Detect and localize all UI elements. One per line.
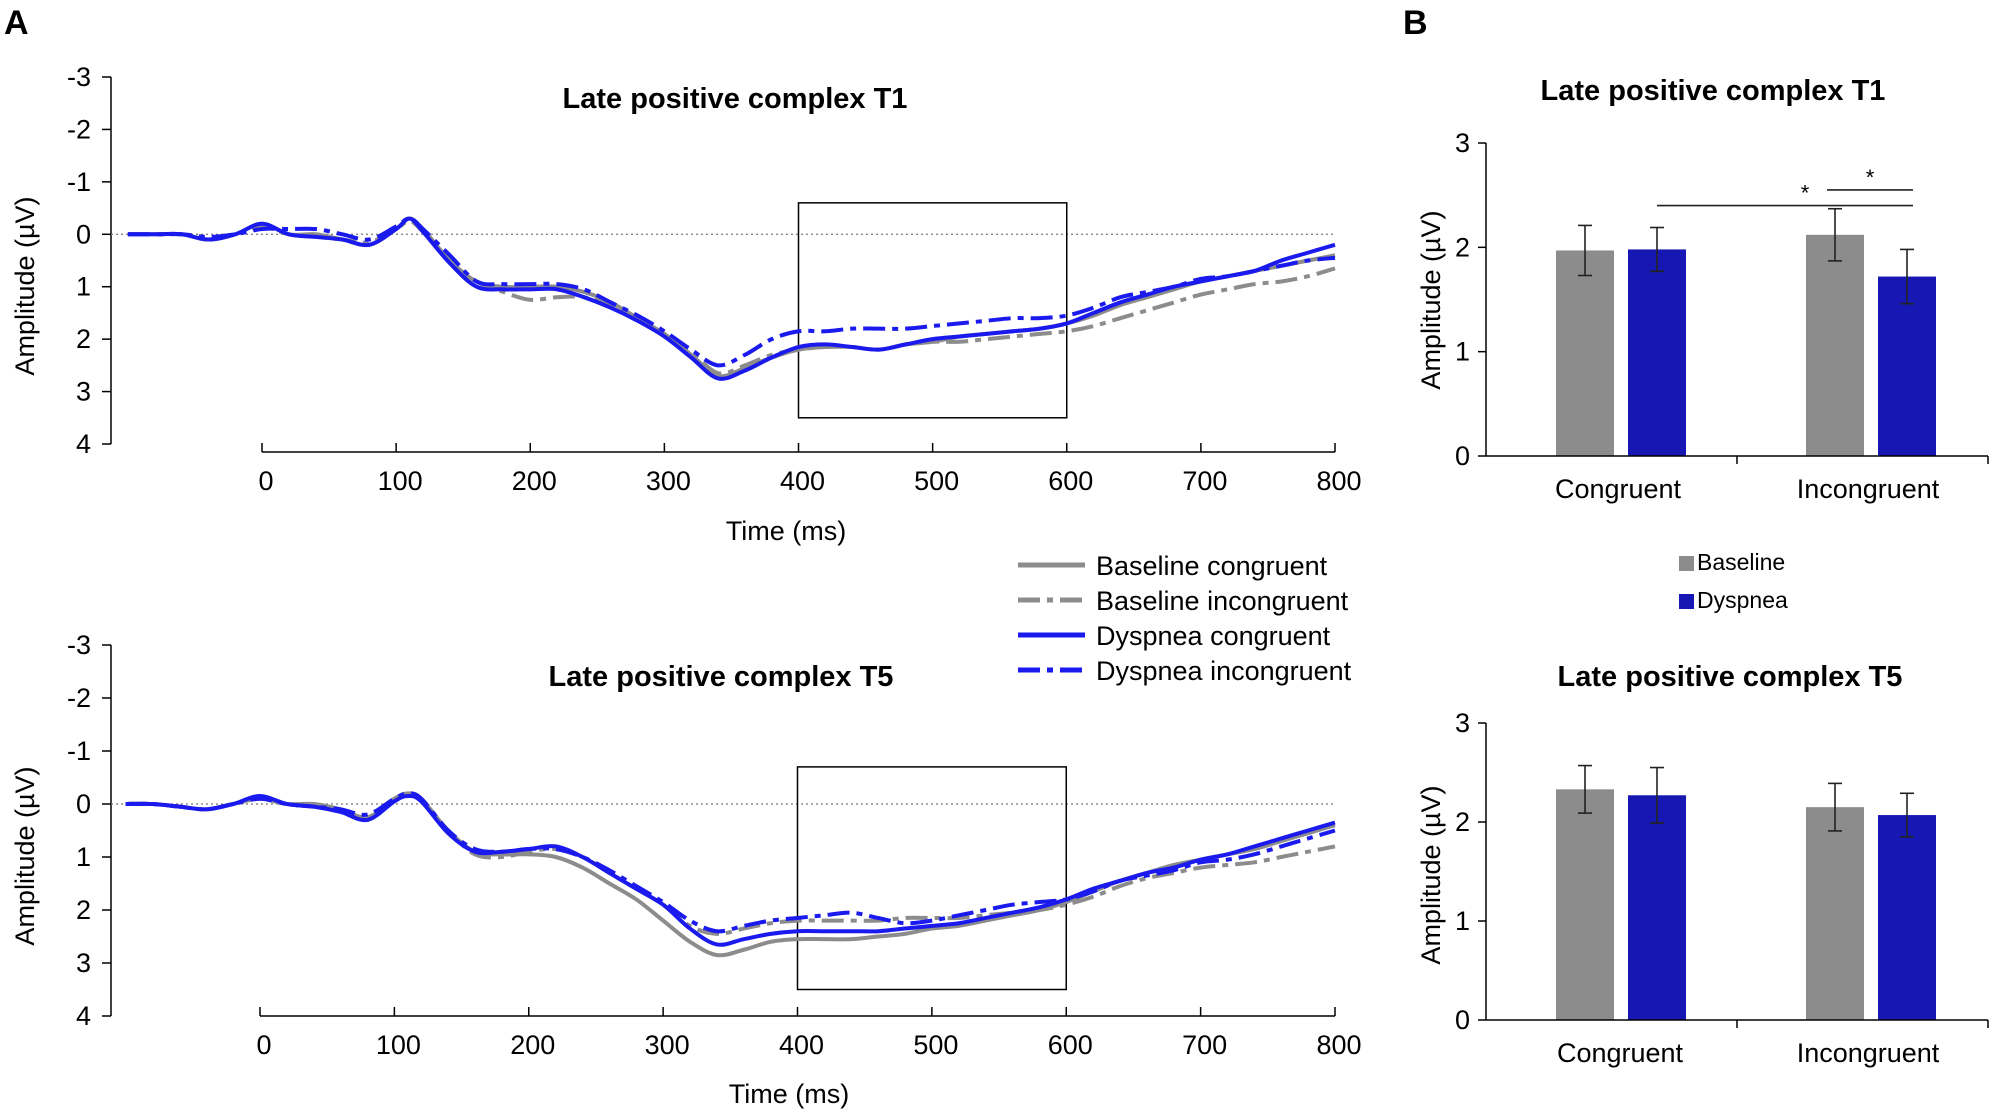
x-tick-label: 600 [1048, 466, 1093, 496]
x-axis-label: Time (ms) [729, 1079, 849, 1109]
y-tick-label: 4 [76, 429, 91, 459]
significance-star: * [1801, 181, 1810, 206]
legend-label: Baseline incongruent [1096, 586, 1349, 616]
line-legend: Baseline congruent Baseline incongruent Dy… [1018, 551, 1352, 686]
x-tick-label: 700 [1182, 1030, 1227, 1060]
legend-label: Dyspnea incongruent [1096, 656, 1352, 686]
erp-chart-t5: Late positive complex T5 Time (ms) Ampli… [10, 630, 1362, 1109]
legend-swatch [1679, 594, 1694, 609]
significance-star: * [1866, 165, 1875, 190]
bar-dyspnea [1878, 815, 1936, 1020]
bar-baseline [1556, 250, 1614, 456]
y-tick-label: 3 [76, 948, 91, 978]
y-tick-label: 2 [76, 895, 91, 925]
y-tick-label: -1 [67, 736, 91, 766]
series-line-baseline-incongruent [127, 219, 1336, 376]
legend-label: Baseline congruent [1096, 551, 1328, 581]
y-axis-label: Amplitude (µV) [1416, 210, 1446, 389]
y-tick-label: 4 [76, 1001, 91, 1031]
x-tick-label: 500 [913, 1030, 958, 1060]
bar-baseline [1806, 234, 1864, 456]
x-tick-label: 400 [779, 1030, 824, 1060]
series-line-dyspnea-congruent [127, 216, 1336, 381]
y-tick-label: 2 [1455, 807, 1470, 837]
y-tick-label: 3 [1455, 708, 1470, 738]
bar-baseline [1806, 807, 1864, 1020]
y-tick-label: 1 [76, 272, 91, 302]
x-category-label: Incongruent [1797, 474, 1940, 504]
x-tick-label: 500 [914, 466, 959, 496]
series-line-dyspnea-congruent [125, 794, 1336, 947]
series-line-baseline-incongruent [125, 791, 1336, 936]
bar-dyspnea [1628, 249, 1686, 456]
x-tick-label: 200 [510, 1030, 555, 1060]
y-tick-label: 3 [76, 377, 91, 407]
legend-swatch [1679, 556, 1694, 571]
series-line-dyspnea-incongruent [127, 216, 1336, 368]
x-tick-label: 0 [258, 466, 273, 496]
chart-title: Late positive complex T5 [1558, 661, 1903, 693]
y-tick-label: 1 [76, 842, 91, 872]
x-tick-label: 700 [1182, 466, 1227, 496]
x-category-label: Incongruent [1797, 1038, 1940, 1068]
legend-label: Dyspnea congruent [1096, 621, 1331, 651]
bar-dyspnea [1878, 276, 1936, 456]
erp-chart-t1: Late positive complex T1 Time (ms) Ampli… [10, 62, 1362, 546]
x-tick-label: 0 [256, 1030, 271, 1060]
bar-legend: Baseline Dyspnea [1679, 549, 1788, 613]
y-tick-label: 2 [1455, 232, 1470, 262]
y-tick-label: 0 [76, 789, 91, 819]
y-tick-label: -3 [67, 62, 91, 92]
x-tick-label: 400 [780, 466, 825, 496]
bar-chart-t1: Late positive complex T1 Amplitude (µV) … [1416, 75, 1989, 504]
chart-title: Late positive complex T1 [563, 83, 908, 115]
y-tick-label: 0 [76, 219, 91, 249]
legend-label: Dyspnea [1697, 587, 1788, 613]
y-axis-label: Amplitude (µV) [10, 766, 40, 945]
series-line-baseline-congruent [127, 216, 1336, 379]
x-tick-label: 200 [512, 466, 557, 496]
x-tick-label: 800 [1316, 1030, 1361, 1060]
x-tick-label: 300 [645, 1030, 690, 1060]
y-axis-label: Amplitude (µV) [1416, 785, 1446, 964]
bar-dyspnea [1628, 795, 1686, 1020]
y-tick-label: 1 [1455, 337, 1470, 367]
y-tick-label: -3 [67, 630, 91, 660]
legend-label: Baseline [1697, 549, 1785, 575]
y-tick-label: -2 [67, 114, 91, 144]
bar-chart-t5: Late positive complex T5 Amplitude (µV) … [1416, 661, 1989, 1068]
x-tick-label: 300 [646, 466, 691, 496]
y-axis-label: Amplitude (µV) [10, 196, 40, 375]
chart-title: Late positive complex T1 [1541, 75, 1886, 107]
y-tick-label: 3 [1455, 128, 1470, 158]
x-axis-label: Time (ms) [726, 516, 846, 546]
y-tick-label: 1 [1455, 906, 1470, 936]
series-line-dyspnea-incongruent [125, 791, 1336, 934]
analysis-window [796, 766, 1067, 991]
panel-label-b: B [1403, 4, 1428, 42]
panel-label-a: A [4, 4, 29, 42]
x-tick-label: 100 [378, 466, 423, 496]
x-category-label: Congruent [1555, 474, 1682, 504]
x-category-label: Congruent [1557, 1038, 1684, 1068]
y-tick-label: 2 [76, 324, 91, 354]
chart-title: Late positive complex T5 [549, 661, 894, 693]
analysis-window [797, 202, 1068, 419]
y-tick-label: 0 [1455, 441, 1470, 471]
y-tick-label: -1 [67, 167, 91, 197]
x-tick-label: 800 [1316, 466, 1361, 496]
y-tick-label: -2 [67, 683, 91, 713]
x-tick-label: 600 [1048, 1030, 1093, 1060]
y-tick-label: 0 [1455, 1005, 1470, 1035]
bar-baseline [1556, 789, 1614, 1020]
x-tick-label: 100 [376, 1030, 421, 1060]
